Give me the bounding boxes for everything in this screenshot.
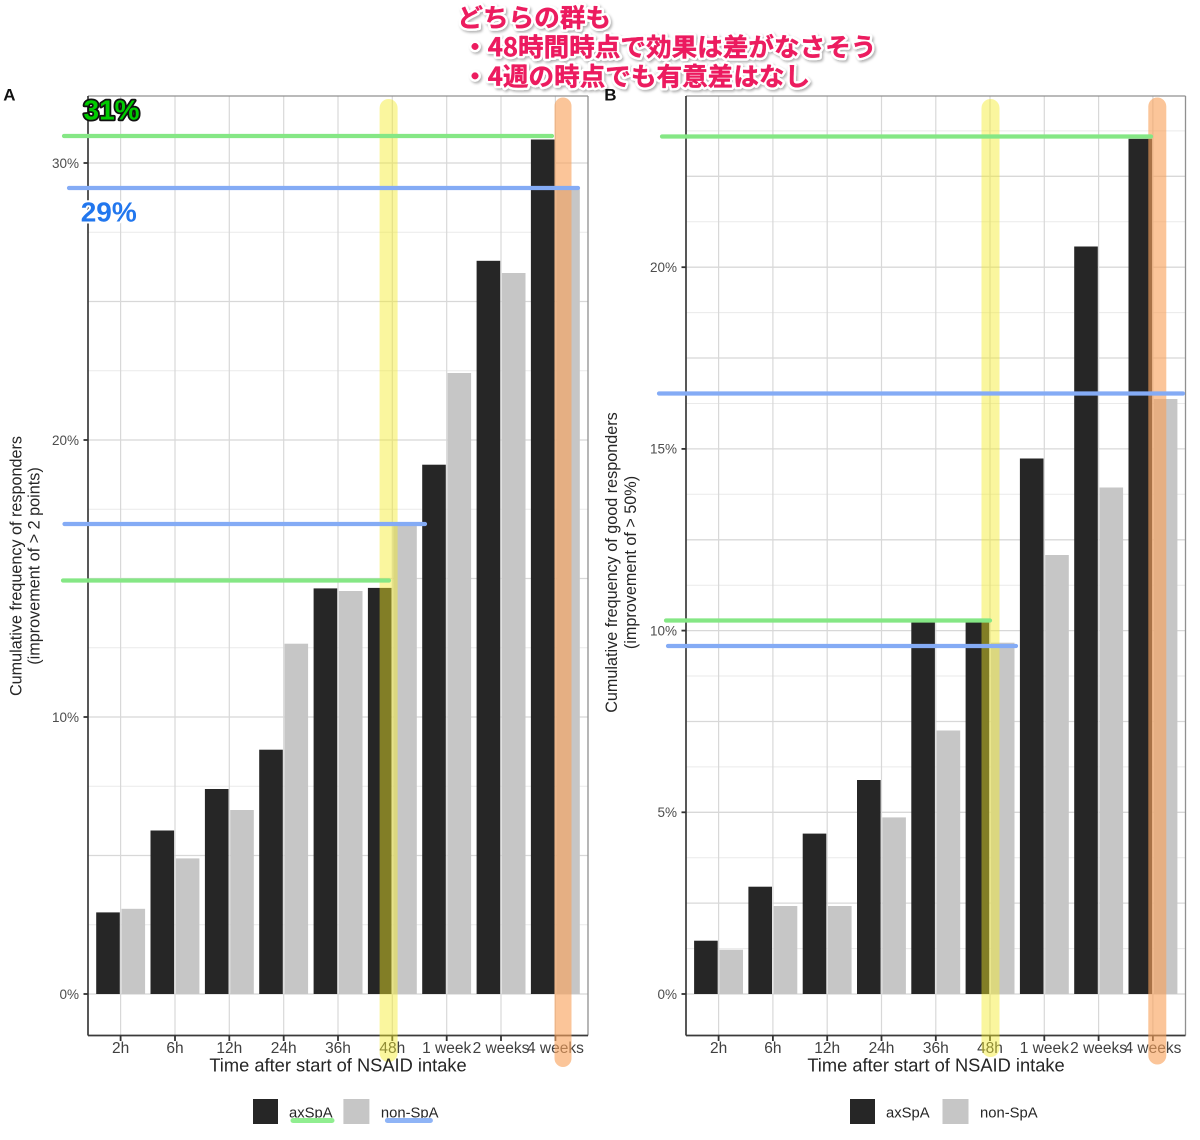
svg-text:30%: 30% (52, 156, 79, 171)
svg-text:5%: 5% (657, 805, 677, 820)
svg-text:31%: 31% (84, 95, 140, 126)
svg-text:36h: 36h (325, 1040, 351, 1057)
svg-text:12h: 12h (814, 1040, 840, 1057)
svg-text:Cumulative frequency of respon: Cumulative frequency of responders (7, 436, 25, 696)
svg-text:10%: 10% (52, 710, 79, 725)
svg-text:Time after start of NSAID inta: Time after start of NSAID intake (807, 1055, 1064, 1076)
svg-text:B: B (604, 86, 616, 105)
svg-text:36h: 36h (923, 1040, 949, 1057)
svg-text:20%: 20% (52, 433, 79, 448)
svg-text:29%: 29% (81, 197, 137, 228)
svg-text:15%: 15% (650, 442, 677, 457)
svg-text:0%: 0% (657, 987, 677, 1002)
svg-text:2 weeks: 2 weeks (1070, 1040, 1127, 1057)
svg-text:2 weeks: 2 weeks (473, 1040, 530, 1057)
svg-text:2h: 2h (710, 1040, 727, 1057)
svg-text:1 week: 1 week (1020, 1040, 1069, 1057)
svg-text:(improvement of > 2 points): (improvement of > 2 points) (26, 467, 44, 664)
svg-text:Cumulative frequency of good r: Cumulative frequency of good responders (603, 412, 621, 713)
svg-text:6h: 6h (764, 1040, 781, 1057)
svg-text:10%: 10% (650, 623, 677, 638)
svg-text:non-SpA: non-SpA (381, 1106, 439, 1122)
svg-text:6h: 6h (166, 1040, 183, 1057)
svg-text:2h: 2h (112, 1040, 129, 1057)
svg-text:24h: 24h (271, 1040, 297, 1057)
svg-text:0%: 0% (59, 987, 79, 1002)
svg-text:24h: 24h (869, 1040, 895, 1057)
svg-text:20%: 20% (650, 260, 677, 275)
svg-text:48h: 48h (977, 1040, 1003, 1057)
svg-text:1 week: 1 week (422, 1040, 471, 1057)
svg-text:(improvement of > 50%): (improvement of > 50%) (622, 476, 640, 649)
svg-text:axSpA: axSpA (886, 1106, 930, 1122)
svg-text:A: A (3, 86, 15, 105)
svg-text:non-SpA: non-SpA (980, 1106, 1038, 1122)
svg-text:axSpA: axSpA (289, 1106, 333, 1122)
svg-text:12h: 12h (216, 1040, 242, 1057)
svg-text:Time after start of NSAID inta: Time after start of NSAID intake (209, 1055, 466, 1076)
svg-text:48h: 48h (379, 1040, 405, 1057)
